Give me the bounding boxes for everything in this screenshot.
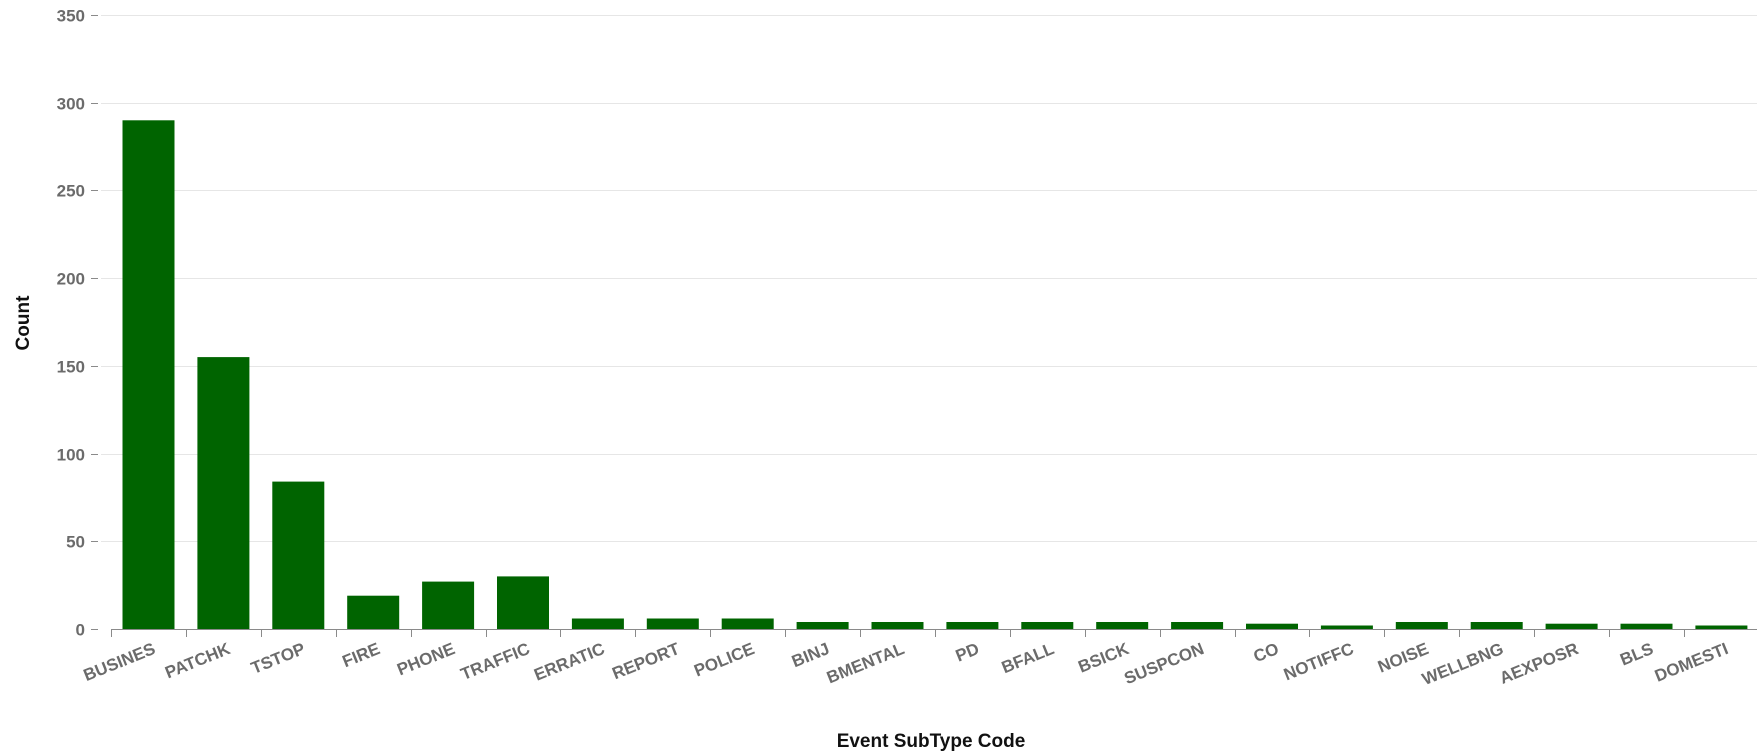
axes [91, 15, 1757, 637]
bar [197, 357, 250, 629]
x-tick-label: POLICE [691, 639, 757, 680]
bar [1171, 622, 1224, 629]
x-tick-label: FIRE [340, 639, 383, 671]
bar [871, 622, 924, 629]
x-tick-label: PATCHK [162, 639, 233, 682]
bar [1470, 622, 1523, 629]
bar [1620, 623, 1673, 629]
bars [122, 120, 1748, 630]
x-tick-label: BFALL [999, 639, 1057, 677]
x-tick-label: AEXPOSR [1497, 639, 1581, 688]
bar [1320, 625, 1373, 629]
x-tick-label: REPORT [609, 639, 682, 683]
x-tick-label: WELLBNG [1419, 639, 1506, 689]
x-tick-label: BUSINES [81, 639, 158, 685]
bar [571, 618, 624, 629]
bar [1021, 622, 1074, 629]
x-tick-label: DOMESTI [1652, 639, 1731, 686]
y-tick-label: 150 [57, 358, 85, 377]
bar [721, 618, 774, 629]
x-tick-label: ERRATIC [531, 639, 607, 684]
x-tick-label: PD [953, 639, 982, 665]
x-tick-label: PHONE [394, 639, 457, 679]
y-tick-label: 50 [66, 533, 85, 552]
bar [122, 120, 175, 630]
x-tick-label: TRAFFIC [458, 639, 533, 684]
gridlines [101, 15, 1757, 542]
x-tick-label: SUSPCON [1122, 639, 1207, 688]
y-tick-label: 200 [57, 270, 85, 289]
y-tick-label: 300 [57, 95, 85, 114]
bar [1246, 623, 1298, 629]
x-tick-label: BLS [1617, 639, 1656, 669]
bar [1695, 625, 1748, 629]
y-tick-label: 100 [57, 446, 85, 465]
x-tick-label: BMENTAL [824, 639, 907, 687]
y-axis-title: Count [13, 295, 34, 351]
y-tick-label: 350 [57, 7, 85, 26]
bar [1096, 622, 1149, 629]
bar [497, 576, 549, 629]
x-tick-label: TSTOP [248, 639, 307, 678]
x-tick-label: CO [1251, 639, 1282, 666]
bar [1545, 623, 1598, 629]
bar [1395, 622, 1448, 629]
bar [646, 618, 699, 629]
x-tick-label: BINJ [789, 639, 832, 671]
x-tick-label: NOTIFFC [1281, 639, 1356, 684]
y-tick-label: 0 [76, 621, 85, 640]
bar [796, 622, 849, 629]
y-tick-label: 250 [57, 182, 85, 201]
bar [272, 481, 325, 629]
x-axis-title: Event SubType Code [837, 731, 1026, 752]
bar [946, 622, 999, 629]
bar [422, 581, 475, 629]
bar [347, 595, 400, 629]
